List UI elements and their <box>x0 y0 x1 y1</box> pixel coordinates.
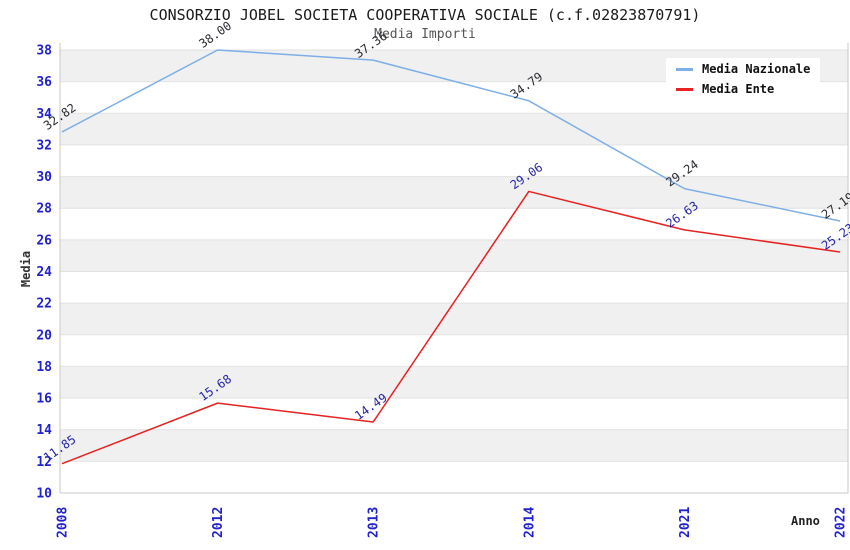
y-tick-label: 14 <box>36 423 52 438</box>
y-tick-label: 28 <box>36 202 52 217</box>
y-tick-label: 36 <box>36 75 52 90</box>
y-tick-label: 22 <box>36 297 52 312</box>
data-label: 38.00 <box>196 19 234 51</box>
grid-band <box>60 176 848 209</box>
y-tick-label: 30 <box>36 170 52 185</box>
legend-swatch-media-nazionale <box>676 67 693 71</box>
grid-band <box>60 239 848 272</box>
grid-band <box>60 429 848 462</box>
series-line-media-ente <box>61 190 841 465</box>
y-tick-label: 10 <box>36 487 52 502</box>
legend: Media Nazionale Media Ente <box>666 58 821 101</box>
x-tick-label: 2013 <box>367 507 382 538</box>
x-tick-label: 2021 <box>678 507 693 538</box>
y-tick-label: 32 <box>36 138 52 153</box>
y-axis-label: Media <box>19 250 34 288</box>
x-axis-label: Anno <box>791 514 820 528</box>
legend-label: Media Ente <box>702 82 775 96</box>
x-tick-label: 2014 <box>522 507 537 538</box>
legend-label: Media Nazionale <box>702 62 811 76</box>
y-tick-label: 20 <box>36 328 52 343</box>
x-tick-label: 2022 <box>834 507 849 538</box>
y-tick-label: 18 <box>36 360 52 375</box>
grid-band <box>60 366 848 399</box>
grid-band <box>60 303 848 335</box>
x-tick-label: 2012 <box>211 507 226 538</box>
y-tick-label: 26 <box>36 233 52 248</box>
legend-item-media-ente: Media Ente <box>676 82 810 96</box>
chart-subtitle: Media Importi <box>374 27 476 42</box>
y-tick-label: 12 <box>36 455 52 470</box>
y-tick-label: 34 <box>36 107 52 122</box>
chart-title: CONSORZIO JOBEL SOCIETA COOPERATIVA SOCI… <box>149 6 701 24</box>
y-tick-label: 38 <box>36 44 52 59</box>
y-tick-label: 24 <box>36 265 52 280</box>
x-tick-label: 2008 <box>56 507 71 538</box>
grid-band <box>60 113 848 145</box>
y-tick-label: 16 <box>36 392 52 407</box>
legend-swatch-media-ente <box>676 87 693 91</box>
series-line-media-nazionale <box>61 49 841 222</box>
legend-item-media-nazionale: Media Nazionale <box>676 62 810 76</box>
